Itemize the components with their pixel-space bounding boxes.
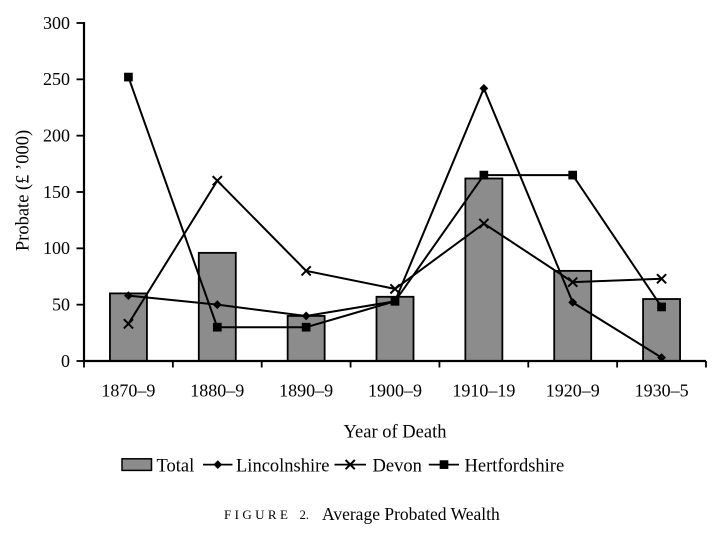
svg-text:Probate (£ ’000): Probate (£ ’000) bbox=[13, 130, 33, 251]
svg-text:1880–9: 1880–9 bbox=[190, 381, 244, 401]
svg-text:150: 150 bbox=[43, 182, 70, 202]
svg-text:2.: 2. bbox=[300, 508, 309, 522]
svg-text:0: 0 bbox=[61, 351, 70, 371]
svg-text:Total: Total bbox=[157, 457, 195, 477]
svg-text:250: 250 bbox=[43, 69, 70, 89]
svg-text:1930–5: 1930–5 bbox=[635, 381, 689, 401]
svg-text:FIGURE: FIGURE bbox=[224, 507, 291, 522]
svg-text:1900–9: 1900–9 bbox=[368, 381, 422, 401]
svg-text:1870–9: 1870–9 bbox=[101, 381, 155, 401]
svg-text:Hertfordshire: Hertfordshire bbox=[465, 457, 565, 477]
svg-text:1910–19: 1910–19 bbox=[452, 381, 515, 401]
svg-text:50: 50 bbox=[52, 294, 70, 314]
svg-text:Average Probated Wealth: Average Probated Wealth bbox=[322, 504, 500, 524]
svg-text:Lincolnshire: Lincolnshire bbox=[236, 457, 330, 477]
svg-text:300: 300 bbox=[43, 13, 70, 33]
svg-text:200: 200 bbox=[43, 125, 70, 145]
svg-text:100: 100 bbox=[43, 238, 70, 258]
svg-text:Year of Death: Year of Death bbox=[344, 423, 447, 443]
svg-text:1890–9: 1890–9 bbox=[279, 381, 333, 401]
svg-text:Devon: Devon bbox=[373, 457, 422, 477]
svg-text:1920–9: 1920–9 bbox=[546, 381, 600, 401]
